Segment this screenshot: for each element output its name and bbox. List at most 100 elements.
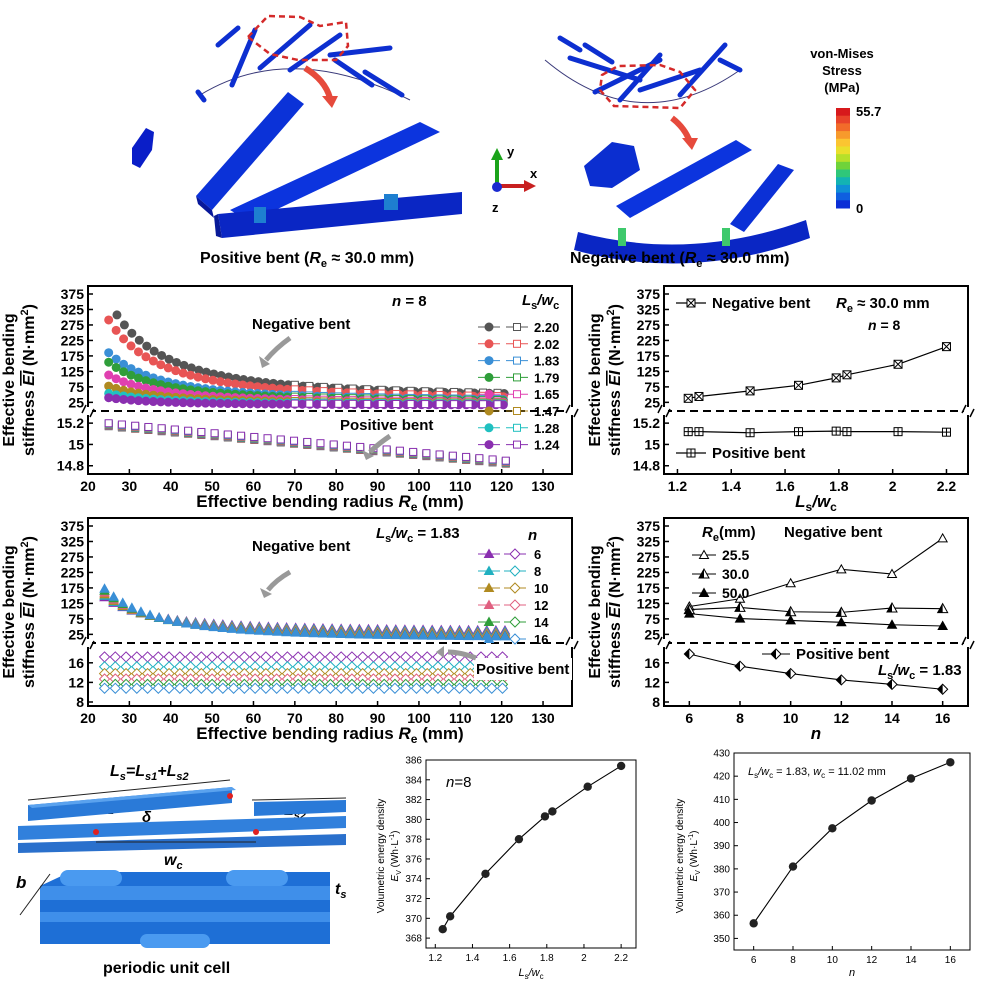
data-point xyxy=(178,368,188,378)
data-point-positive xyxy=(464,682,476,694)
marker-cross xyxy=(683,393,693,403)
x-tick-label: 8 xyxy=(736,710,744,726)
data-point xyxy=(835,563,847,574)
data-point xyxy=(445,912,455,921)
data-point xyxy=(223,399,233,409)
data-point-positive xyxy=(152,682,165,694)
data-point-negative xyxy=(745,386,755,396)
colorbar-step xyxy=(836,138,850,147)
data-point-positive xyxy=(324,682,337,694)
x-tick-label: 1.6 xyxy=(775,478,795,494)
data-point xyxy=(454,630,465,641)
x-axis-label: n xyxy=(811,724,821,743)
y-label-unit: (N·mm xyxy=(21,547,38,602)
legend-marker xyxy=(483,633,495,643)
annotation-ls: Ls/wc = 1.83 xyxy=(376,525,460,545)
data-point xyxy=(616,761,626,771)
data-point-positive xyxy=(329,440,338,449)
y-tick-label: 325 xyxy=(637,533,661,549)
y-tick-label: 15.2 xyxy=(633,415,660,431)
data-point xyxy=(133,347,143,357)
y-tick-label: 275 xyxy=(637,317,661,333)
x-tick-label: 8 xyxy=(790,955,796,966)
data-point-positive xyxy=(448,451,457,460)
label-bg xyxy=(474,658,572,680)
y-tick-label: 360 xyxy=(713,911,730,922)
data-point xyxy=(372,629,383,639)
data-point-positive xyxy=(170,425,179,434)
data-point-positive xyxy=(486,682,498,694)
y-tick-label: 380 xyxy=(405,815,422,826)
data-point-positive xyxy=(335,651,347,663)
data-point xyxy=(171,397,181,407)
break-gap xyxy=(84,639,92,647)
data-point xyxy=(244,624,256,635)
a-nv: = 8 xyxy=(877,317,901,333)
y-tick-label: 368 xyxy=(405,934,422,945)
data-point xyxy=(104,370,114,380)
data-point xyxy=(104,393,114,403)
fe-render-left xyxy=(132,14,462,238)
y-tick-label: 370 xyxy=(405,914,422,925)
data-point-positive xyxy=(399,682,412,694)
y-tick-label: 372 xyxy=(405,894,422,905)
data-point-open xyxy=(377,399,386,408)
chart-energy-vs-n: 350 360 370 380 390 400 410 420 430 6 8 10 12 14 16 Ls/… xyxy=(675,749,971,979)
x-axis-label: Ls/wc xyxy=(518,967,543,981)
x-tick-label: 60 xyxy=(246,478,262,494)
data-point xyxy=(99,583,110,593)
lt-u: (mm) xyxy=(719,524,756,541)
data-point xyxy=(104,348,114,358)
data-point-negative xyxy=(831,373,841,383)
y-axis-label-line2: EV (Wh·L-1) xyxy=(688,831,702,882)
marker-half xyxy=(699,569,704,578)
data-point xyxy=(179,360,189,370)
x-label-r: R xyxy=(398,492,411,511)
data-point-positive xyxy=(184,426,193,435)
y-tick-label: 225 xyxy=(637,332,661,348)
y-tick-label: 125 xyxy=(637,595,661,611)
w: /w xyxy=(528,967,541,979)
colorbar-step xyxy=(836,108,850,117)
y-label-sup: 2 xyxy=(19,541,31,547)
legend-marker xyxy=(484,339,494,349)
data-point xyxy=(683,648,696,660)
x-label-r: R xyxy=(398,724,411,743)
marker-cross xyxy=(794,380,803,390)
data-point xyxy=(734,613,746,623)
colorbar-min: 0 xyxy=(856,201,863,216)
data-point xyxy=(463,630,474,641)
data-point-positive xyxy=(141,651,154,663)
y-tick-label: 376 xyxy=(405,854,422,865)
l: L xyxy=(518,967,524,979)
legend-marker xyxy=(513,390,521,399)
an-v: =8 xyxy=(454,774,471,791)
data-point-positive xyxy=(120,651,132,663)
marker-half xyxy=(771,649,776,659)
marker-half xyxy=(785,606,791,616)
data-point xyxy=(253,399,263,409)
data-point xyxy=(156,397,166,407)
data-point-positive xyxy=(174,682,186,694)
data-point-positive xyxy=(342,441,351,450)
y-tick-label: 380 xyxy=(713,864,730,875)
break-mark xyxy=(565,404,579,418)
x-tick-label: 60 xyxy=(246,710,262,726)
data-point-open xyxy=(305,399,314,408)
ann-val: = 8 xyxy=(401,293,426,310)
x-tick-label: 100 xyxy=(407,710,431,726)
arrow-negative xyxy=(266,569,292,592)
data-point-positive xyxy=(475,454,484,463)
data-point-positive xyxy=(152,651,165,663)
an-c: c xyxy=(909,670,915,682)
y-label-part: stiffness xyxy=(21,386,38,456)
x-tick-label: 16 xyxy=(935,710,951,726)
y-tick-label: 420 xyxy=(713,772,730,783)
arrowhead-negative xyxy=(259,356,270,368)
data-point-positive xyxy=(453,682,466,694)
data-point-positive xyxy=(217,682,229,694)
series-line-25.5 xyxy=(689,537,943,608)
legend-marker xyxy=(483,616,495,626)
break-mark xyxy=(961,404,975,418)
